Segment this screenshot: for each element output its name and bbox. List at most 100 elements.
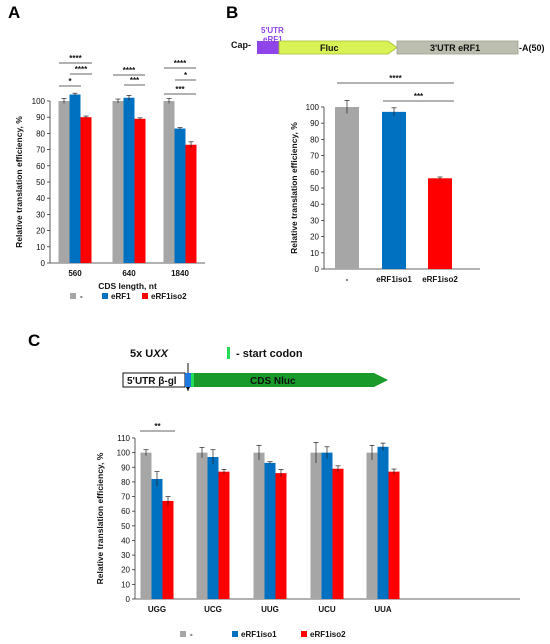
chart-b-bar — [335, 107, 359, 269]
chart-c-bar — [310, 452, 322, 599]
chart-c-x-tick-label: UCU — [318, 605, 336, 614]
panel-b-chart: 0 10 20 30 40 50 60 70 80 90 100 - eRF1iso1 eRF1iso2 R… — [289, 74, 480, 284]
panel-c-letter: C — [28, 331, 40, 350]
legend-a-swatch-iso2 — [142, 293, 148, 299]
chart-c-y-tick-label: 70 — [121, 493, 130, 502]
chart-c-bar — [366, 452, 378, 599]
chart-c-y-tick-label: 80 — [121, 478, 130, 487]
chart-b-y-tick-label: 30 — [310, 216, 319, 225]
chart-b-sig-bracket-label: **** — [389, 74, 402, 83]
chart-b-y-tick-label: 0 — [315, 265, 320, 274]
chart-a-bar — [134, 118, 146, 263]
start-codon-legend-mark — [227, 347, 230, 359]
construct-5utr-label-line1: 5'UTR — [261, 26, 284, 35]
chart-c-bar — [196, 452, 208, 599]
chart-c-y-tick-label: 0 — [126, 595, 131, 604]
chart-a-y-tick-label: 60 — [36, 162, 45, 171]
chart-c-bar — [275, 473, 287, 599]
chart-a-y-tick-label: 90 — [36, 113, 45, 122]
chart-a-sig-bracket-label: **** — [69, 54, 82, 63]
chart-b-sig-bracket-label: *** — [414, 92, 424, 101]
chart-c-y-tick-label: 110 — [117, 434, 130, 443]
chart-c-bar — [332, 468, 344, 599]
panel-c-legend: - eRF1iso1 eRF1iso2 — [180, 630, 346, 639]
panel-a-chart: 0 10 20 30 40 50 60 70 80 90 100 560 640 1840 Relative… — [14, 54, 205, 291]
chart-b-y-tick-label: 10 — [310, 249, 319, 258]
legend-a-label-control: - — [80, 292, 83, 301]
construct-cap-label: Cap- — [231, 40, 251, 50]
construct-fluc-arrow — [278, 40, 398, 55]
construct-c-insert-label: 5x UXX — [130, 348, 169, 360]
construct-fluc-label: Fluc — [320, 43, 339, 53]
construct-c-start-codon — [191, 373, 194, 387]
chart-c-bar — [264, 462, 276, 599]
chart-c-y-tick-label: 100 — [117, 449, 131, 458]
chart-b-y-tick-label: 90 — [310, 119, 319, 128]
legend-a-swatch-erf1 — [102, 293, 108, 299]
chart-c-bar — [162, 500, 174, 599]
chart-a-sig-bracket-label: **** — [75, 65, 88, 74]
chart-c-y-tick-label: 60 — [121, 507, 130, 516]
chart-a-sig-bracket-label: *** — [175, 85, 185, 94]
chart-c-y-tick-label: 90 — [121, 463, 130, 472]
panel-c-chart: 0 10 20 30 40 50 60 70 80 90 100 110 UGG UCG UUG UCU UUA… — [95, 422, 520, 614]
construct-5utr-label-line2: eRF1 — [263, 35, 283, 44]
legend-a-swatch-control — [70, 293, 76, 299]
construct-3utr-label: 3'UTR eRF1 — [430, 43, 480, 53]
chart-a-bar — [112, 101, 124, 263]
chart-a-bar — [80, 117, 92, 263]
chart-c-bar — [321, 452, 333, 599]
legend-a-label-erf1: eRF1 — [111, 292, 131, 301]
chart-a-y-tick-label: 0 — [41, 259, 46, 268]
chart-b-y-tick-label: 70 — [310, 152, 319, 161]
chart-c-sig-bracket-label: ** — [154, 422, 161, 431]
chart-a-sig-bracket-label: * — [184, 71, 188, 80]
chart-c-bar — [207, 457, 219, 599]
chart-c-y-tick-label: 40 — [121, 536, 130, 545]
legend-c-swatch-iso1 — [232, 631, 238, 637]
chart-c-y-tick-label: 50 — [121, 522, 130, 531]
chart-a-bar — [123, 97, 135, 263]
chart-b-bar — [428, 178, 452, 269]
chart-a-y-tick-label: 50 — [36, 178, 45, 187]
legend-c-label-control: - — [190, 630, 193, 639]
legend-c-label-iso1: eRF1iso1 — [241, 630, 277, 639]
chart-c-bar — [218, 471, 230, 599]
chart-a-bar — [174, 128, 186, 263]
chart-a-x-axis-label: CDS length, nt — [98, 281, 157, 291]
chart-c-bar — [140, 452, 152, 599]
panel-c-construct: 5x UXX - start codon 5'UTR β-gl CDS Nluc — [122, 347, 388, 391]
chart-a-sig-bracket-label: **** — [174, 59, 187, 68]
chart-c-y-tick-label: 30 — [121, 551, 130, 560]
chart-b-y-tick-label: 60 — [310, 168, 319, 177]
chart-b-x-tick-label: - — [346, 275, 349, 284]
chart-b-y-tick-label: 40 — [310, 200, 319, 209]
chart-c-y-tick-label: 20 — [121, 566, 130, 575]
chart-c-y-tick-label: 10 — [121, 580, 130, 589]
chart-a-sig-bracket-label: * — [68, 77, 72, 86]
construct-c-insert-box — [185, 373, 191, 387]
chart-b-bar — [382, 111, 406, 269]
legend-a-label-iso2: eRF1iso2 — [151, 292, 187, 301]
chart-c-bar — [253, 452, 265, 599]
chart-c-bar — [388, 471, 400, 599]
chart-a-y-tick-label: 40 — [36, 194, 45, 203]
chart-a-sig-bracket-label: **** — [123, 66, 136, 75]
chart-a-x-tick-label: 640 — [122, 269, 136, 278]
legend-c-swatch-control — [180, 631, 186, 637]
chart-a-bar — [69, 94, 81, 264]
chart-c-x-tick-label: UGG — [148, 605, 166, 614]
chart-c-bar — [151, 478, 163, 599]
chart-c-x-tick-label: UCG — [204, 605, 222, 614]
legend-c-swatch-iso2 — [301, 631, 307, 637]
chart-a-bar — [185, 144, 197, 263]
chart-b-x-tick-label: eRF1iso2 — [422, 275, 458, 284]
chart-a-y-tick-label: 70 — [36, 146, 45, 155]
panel-a-letter: A — [8, 3, 20, 22]
chart-a-y-tick-label: 30 — [36, 210, 45, 219]
panel-b-letter: B — [226, 3, 238, 22]
chart-a-sig-bracket-label: *** — [130, 76, 140, 85]
chart-a-x-tick-label: 560 — [68, 269, 82, 278]
chart-a-y-tick-label: 80 — [36, 129, 45, 138]
